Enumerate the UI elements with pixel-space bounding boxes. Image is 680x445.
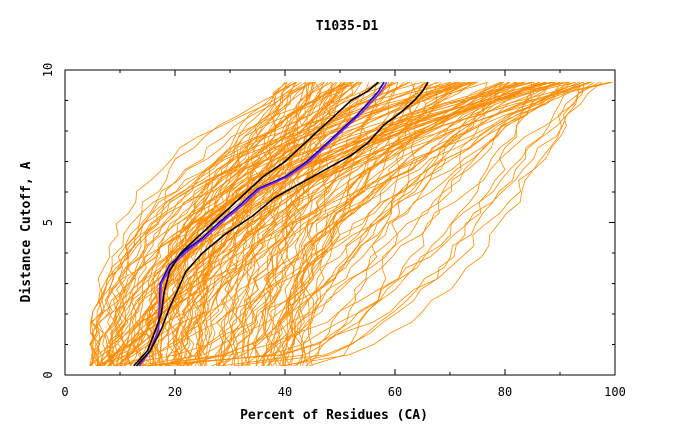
model-line bbox=[108, 81, 457, 366]
model-line bbox=[152, 81, 526, 366]
model-line bbox=[106, 81, 469, 367]
model-line bbox=[222, 81, 337, 367]
model-line bbox=[305, 81, 600, 367]
x-tick-label: 60 bbox=[388, 385, 402, 399]
model-line bbox=[130, 81, 306, 366]
highlighted-model-lines bbox=[133, 81, 429, 367]
model-line bbox=[278, 82, 342, 367]
model-line bbox=[115, 81, 613, 367]
x-tick-label: 0 bbox=[61, 385, 68, 399]
model-line bbox=[96, 81, 580, 366]
model-line bbox=[180, 82, 535, 367]
model-line bbox=[199, 81, 504, 367]
highlight-model-line-2 bbox=[138, 81, 388, 367]
background-model-lines bbox=[89, 81, 613, 367]
x-axis-title: Percent of Residues (CA) bbox=[240, 408, 428, 423]
highlight-model-line-3 bbox=[133, 81, 380, 367]
x-axis-ticks: 0 20 40 60 80 100 bbox=[61, 70, 626, 399]
model-line bbox=[204, 81, 516, 366]
model-line bbox=[158, 81, 343, 366]
model-line bbox=[291, 81, 520, 366]
model-line bbox=[116, 81, 405, 367]
model-line bbox=[102, 81, 479, 367]
model-line bbox=[261, 81, 552, 366]
model-line bbox=[221, 81, 541, 366]
model-line bbox=[281, 81, 338, 367]
model-line bbox=[254, 81, 560, 366]
model-line bbox=[308, 81, 427, 367]
model-line bbox=[113, 82, 308, 367]
model-line bbox=[147, 82, 585, 367]
model-line bbox=[91, 81, 517, 366]
model-line bbox=[284, 82, 569, 367]
model-line bbox=[231, 81, 611, 366]
y-tick-label: 0 bbox=[41, 371, 55, 378]
model-line bbox=[174, 81, 525, 367]
model-line bbox=[139, 82, 488, 367]
x-tick-label: 100 bbox=[604, 385, 626, 399]
model-line bbox=[218, 81, 591, 367]
y-axis-title: Distance Cutoff, A bbox=[19, 161, 34, 302]
model-line bbox=[91, 81, 315, 366]
model-line bbox=[293, 81, 595, 367]
model-line bbox=[116, 81, 383, 367]
model-line bbox=[252, 82, 354, 367]
model-line bbox=[281, 82, 417, 366]
x-tick-label: 80 bbox=[498, 385, 512, 399]
model-line bbox=[262, 81, 588, 366]
model-line bbox=[176, 82, 314, 367]
x-tick-label: 40 bbox=[278, 385, 292, 399]
model-line bbox=[197, 81, 378, 367]
y-tick-label: 10 bbox=[41, 63, 55, 77]
model-line bbox=[228, 81, 470, 366]
model-line bbox=[108, 81, 465, 366]
model-line bbox=[91, 81, 440, 367]
model-line bbox=[99, 82, 296, 367]
model-line bbox=[103, 81, 474, 367]
model-line bbox=[300, 81, 570, 366]
model-line bbox=[125, 81, 347, 367]
model-line bbox=[116, 81, 442, 367]
model-line bbox=[109, 81, 362, 367]
model-line bbox=[178, 81, 353, 367]
model-line bbox=[175, 82, 310, 367]
model-line bbox=[148, 81, 603, 367]
model-line bbox=[108, 81, 584, 367]
model-line bbox=[151, 81, 569, 367]
model-line bbox=[219, 81, 517, 367]
model-line bbox=[218, 82, 288, 366]
model-line bbox=[169, 81, 286, 366]
y-tick-label: 5 bbox=[41, 219, 55, 226]
model-line bbox=[307, 81, 471, 367]
model-line bbox=[159, 82, 316, 367]
model-line bbox=[268, 81, 502, 367]
model-line bbox=[195, 81, 311, 367]
model-line bbox=[302, 82, 369, 367]
model-line bbox=[181, 81, 422, 367]
chart-title: T1035-D1 bbox=[316, 19, 379, 34]
y-axis-ticks: 0 5 10 bbox=[41, 63, 615, 379]
model-line bbox=[104, 81, 345, 367]
model-line bbox=[272, 82, 333, 366]
model-line bbox=[272, 82, 334, 367]
highlight-model-line-4 bbox=[135, 81, 429, 367]
model-line bbox=[255, 82, 393, 367]
model-line bbox=[184, 81, 428, 367]
x-tick-label: 20 bbox=[168, 385, 182, 399]
